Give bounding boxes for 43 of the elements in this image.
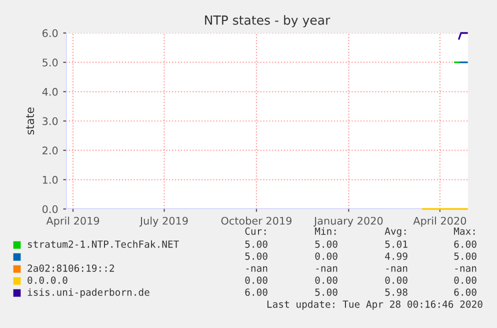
- text: 5.00: [245, 252, 268, 260]
- legend-label: 0.0.0.0: [28, 276, 68, 284]
- text: -nan: [246, 266, 268, 272]
- y-tick-label: 5.0: [42, 58, 58, 66]
- x-tick-label: July 2019: [139, 216, 188, 227]
- text: Last update: Tue Apr 28 00:16:46 2020: [267, 300, 482, 310]
- text: -nan: [455, 266, 476, 272]
- y-tick-label: 2.0: [42, 146, 58, 154]
- x-tick-label: October 2019: [221, 216, 292, 225]
- legend-label: 2a02:8106:19::2: [28, 264, 114, 272]
- text: 5.00: [245, 240, 268, 248]
- y-tick-label: 3.0: [42, 117, 58, 126]
- text: 0.00: [245, 276, 268, 284]
- chart-title: NTP states - by year: [205, 15, 330, 28]
- text: -nan: [316, 266, 338, 272]
- text: 5.00: [315, 240, 338, 248]
- legend-label: stratum2-1.NTP.TechFak.NET: [28, 240, 179, 248]
- text: 5.00: [454, 252, 476, 260]
- text: Avg:: [384, 228, 406, 237]
- text: 5.98: [385, 288, 408, 296]
- text: 5.01: [385, 240, 408, 248]
- text: 0.00: [315, 252, 338, 260]
- y-tick-label: 0.0: [42, 205, 58, 214]
- text: 6.00: [245, 288, 268, 296]
- x-tick-label: April 2019: [46, 216, 100, 227]
- x-tick-label: April 2020: [413, 216, 466, 227]
- text: 0.00: [315, 276, 338, 284]
- y-tick-label: 4.0: [42, 88, 58, 96]
- text: Max:: [454, 228, 475, 235]
- x-tick-label: January 2020: [314, 216, 383, 227]
- text: 6.00: [454, 288, 476, 296]
- text: 4.99: [385, 252, 408, 260]
- y-axis-title: state: [26, 108, 34, 134]
- text: 0.00: [385, 276, 408, 284]
- text: 6.00: [454, 240, 476, 248]
- text: 5.00: [315, 288, 338, 296]
- text: 0.00: [454, 276, 476, 284]
- text: -nan: [386, 266, 408, 272]
- text: Min:: [314, 227, 336, 235]
- y-tick-label: 1.0: [42, 176, 58, 184]
- y-tick-label: 6.0: [42, 29, 58, 38]
- text: Cur:: [245, 227, 266, 235]
- legend-label: isis.uni-paderborn.de: [28, 288, 150, 298]
